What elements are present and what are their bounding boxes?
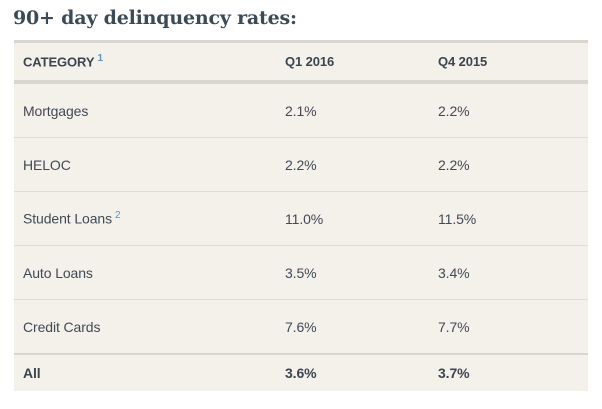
row-category-label: Credit Cards bbox=[23, 318, 101, 335]
row-category: HELOC bbox=[14, 157, 276, 173]
table-row-credit-cards: Credit Cards 7.6% 7.7% bbox=[14, 299, 588, 353]
page-title: 90+ day delinquency rates: bbox=[13, 7, 297, 29]
row-category: Student Loans 2 bbox=[14, 210, 276, 227]
row-value-q1-2016: 2.2% bbox=[285, 156, 317, 173]
table-row-heloc: HELOC 2.2% 2.2% bbox=[14, 137, 588, 191]
row-value-q4-2015: 2.2% bbox=[438, 102, 470, 119]
row-value-q4-2015: 3.4% bbox=[438, 264, 470, 281]
row-category: All bbox=[23, 365, 41, 381]
row-category-label: Mortgages bbox=[23, 102, 89, 119]
column-header-category: CATEGORY 1 bbox=[14, 53, 276, 69]
footnote-marker-2: 2 bbox=[115, 210, 121, 222]
row-category-label: Auto Loans bbox=[23, 264, 93, 281]
table-row-all-total: All 3.6% 3.7% bbox=[14, 353, 588, 391]
row-value-q1-2016: 3.5% bbox=[285, 264, 317, 281]
row-value-q4-2015: 7.7% bbox=[438, 318, 470, 335]
table-header-row: CATEGORY 1 Q1 2016 Q4 2015 bbox=[14, 43, 588, 84]
row-value-q4-2015: 3.7% bbox=[438, 365, 470, 381]
delinquency-rates-table: CATEGORY 1 Q1 2016 Q4 2015 Mortgages 2.1%… bbox=[14, 40, 588, 391]
row-value-q4-2015: 11.5% bbox=[438, 210, 477, 227]
column-header-category-label: CATEGORY bbox=[23, 54, 95, 70]
table-row-auto-loans: Auto Loans 3.5% 3.4% bbox=[14, 245, 588, 299]
footnote-marker-1: 1 bbox=[97, 53, 103, 65]
row-category: Credit Cards bbox=[14, 319, 276, 335]
row-category-label: HELOC bbox=[23, 156, 71, 173]
column-header-q1-2016: Q1 2016 bbox=[285, 54, 335, 69]
row-value-q1-2016: 11.0% bbox=[285, 210, 324, 227]
row-category-label: Student Loans bbox=[23, 210, 112, 227]
row-category: Mortgages bbox=[14, 103, 276, 119]
row-category: Auto Loans bbox=[14, 265, 276, 281]
column-header-q4-2015: Q4 2015 bbox=[438, 54, 488, 69]
table-row-mortgages: Mortgages 2.1% 2.2% bbox=[14, 84, 588, 137]
row-value-q1-2016: 3.6% bbox=[285, 365, 317, 381]
row-value-q1-2016: 2.1% bbox=[285, 102, 317, 119]
row-value-q1-2016: 7.6% bbox=[285, 318, 317, 335]
row-value-q4-2015: 2.2% bbox=[438, 156, 470, 173]
table-row-student-loans: Student Loans 2 11.0% 11.5% bbox=[14, 191, 588, 245]
